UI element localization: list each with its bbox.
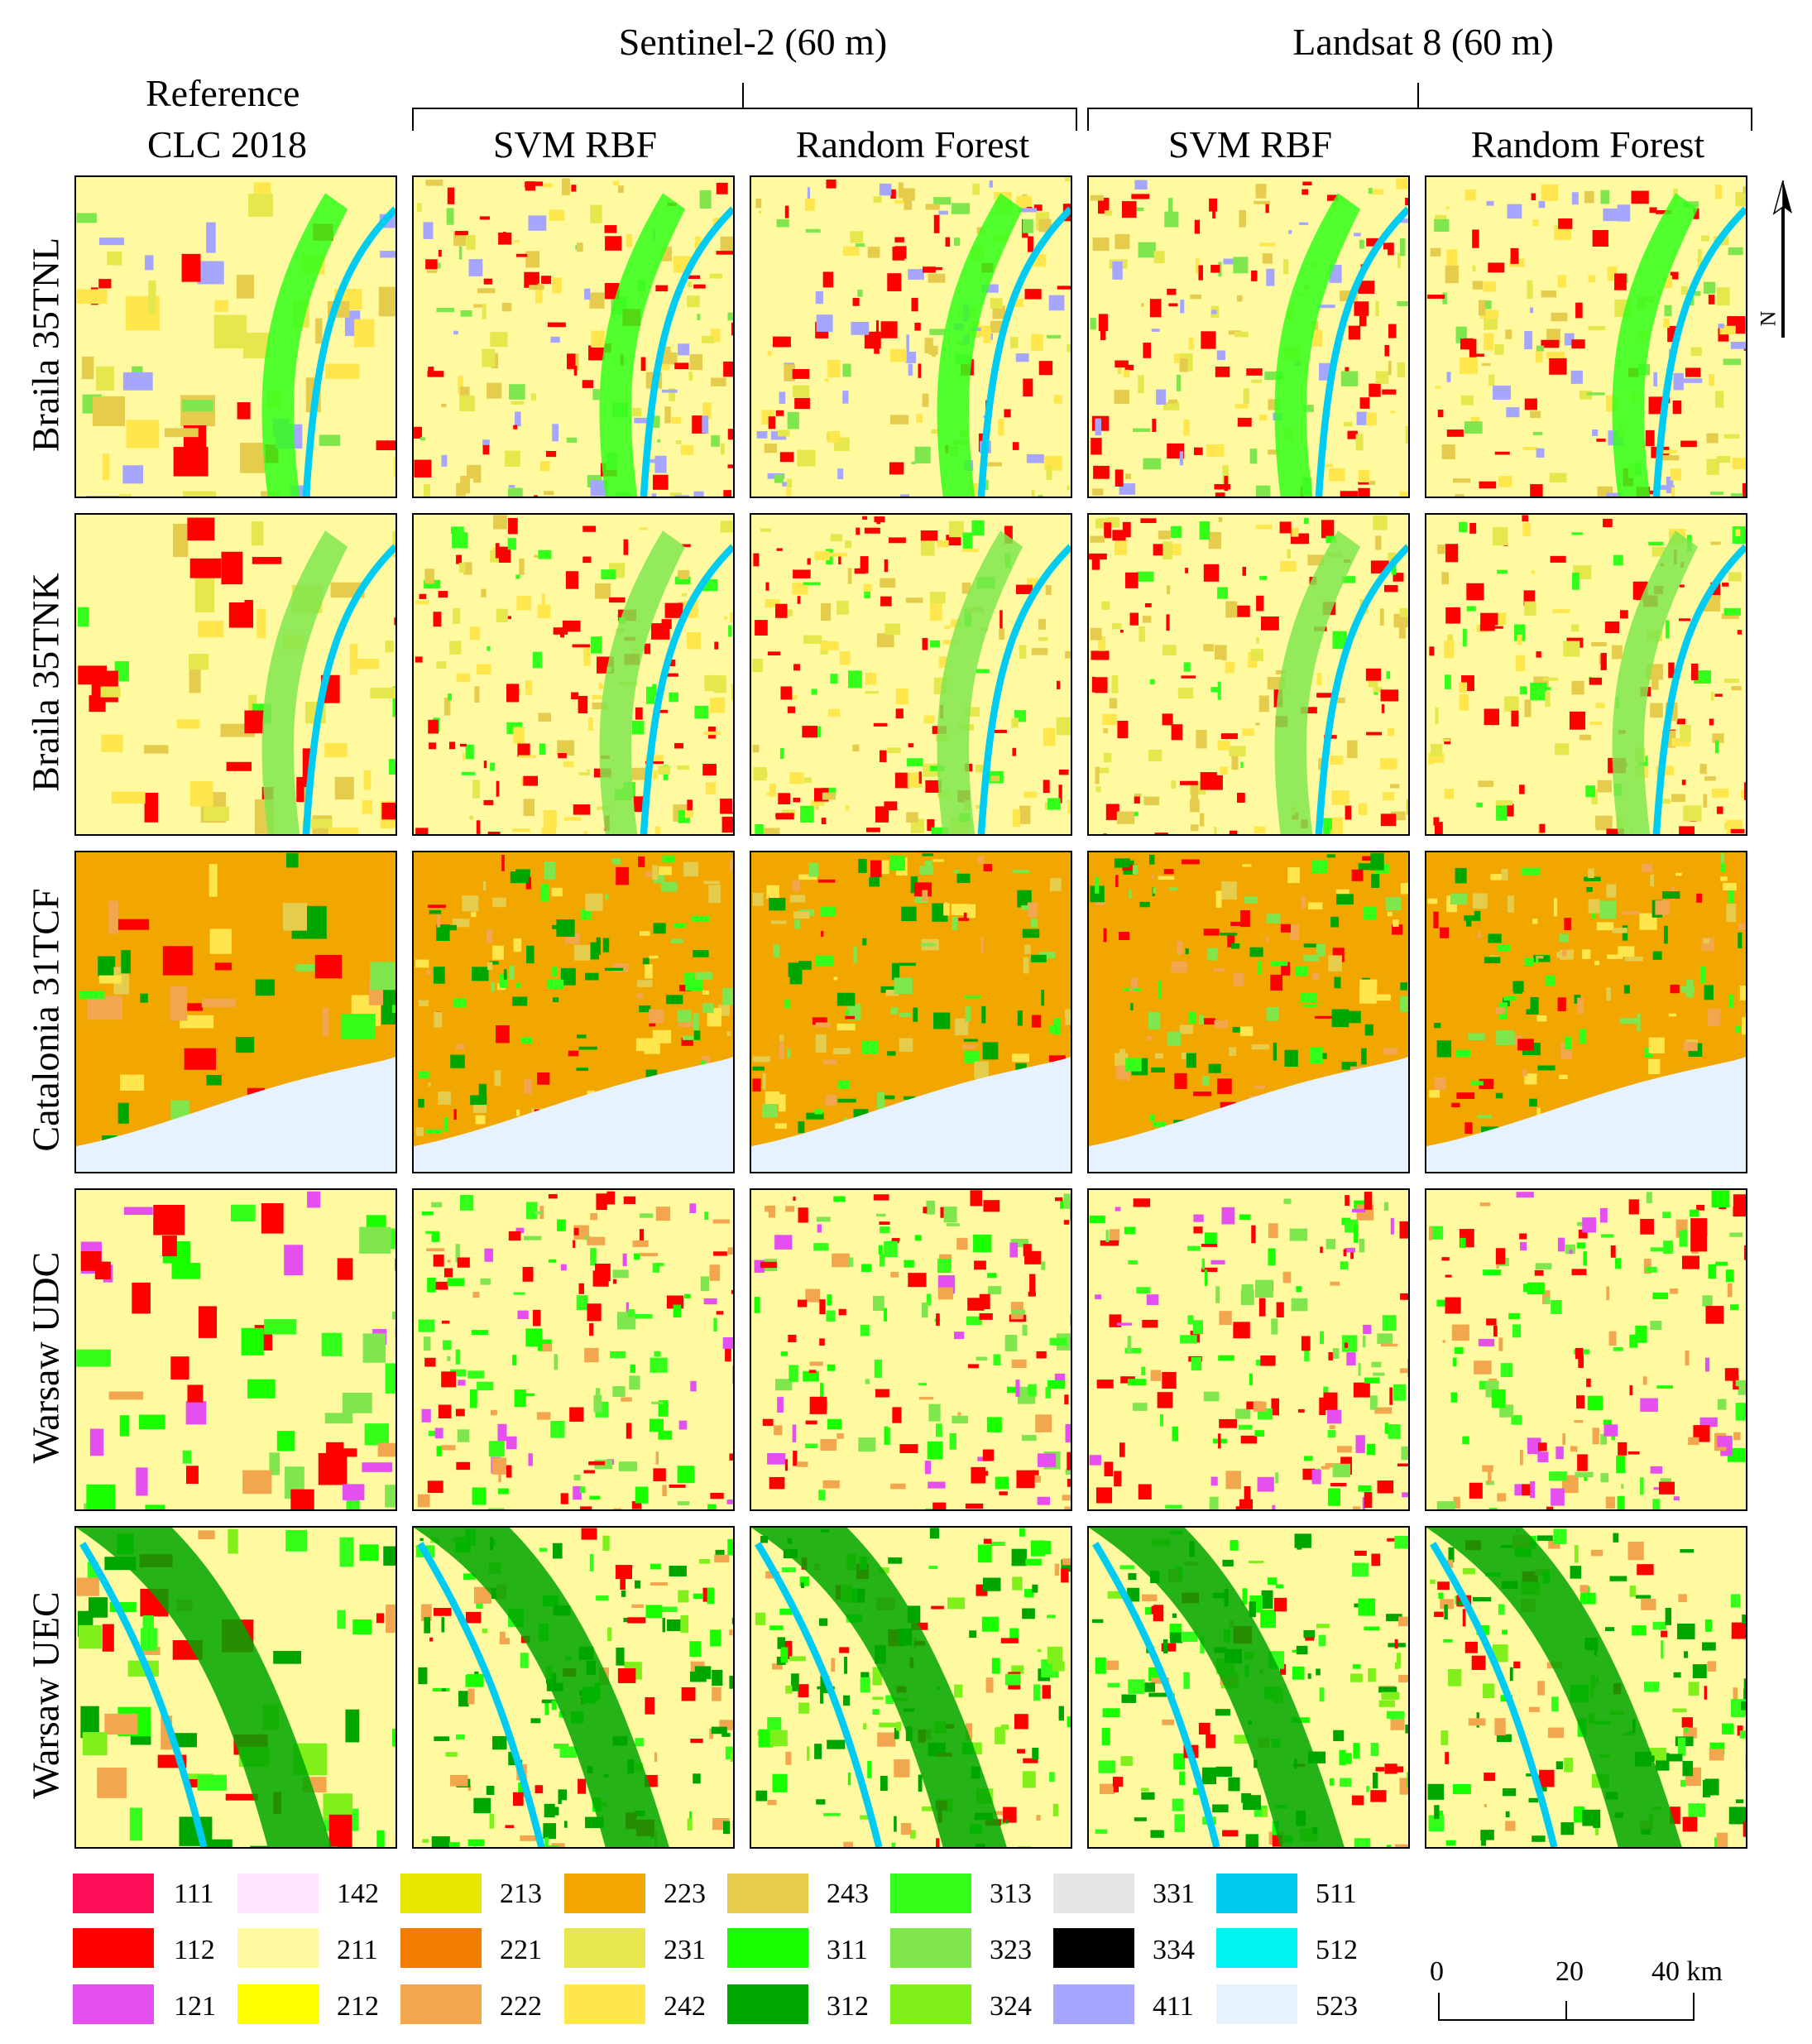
group-title-landsat: Landsat 8 (60 m) — [1292, 21, 1554, 63]
map-tile-warsaw-uec-reference — [74, 1526, 397, 1849]
legend-swatch-511 — [1216, 1874, 1297, 1913]
legend-code-223: 223 — [664, 1878, 706, 1909]
legend-code-323: 323 — [990, 1935, 1032, 1965]
map-tile-braila-35tnk-l8-svm — [1087, 513, 1410, 836]
legend-code-312: 312 — [827, 1991, 869, 2022]
legend-swatch-112 — [73, 1928, 154, 1968]
map-tile-braila-35tnk-s2-svm — [412, 513, 735, 836]
legend-code-512: 512 — [1316, 1935, 1358, 1965]
legend-swatch-223 — [564, 1874, 645, 1913]
scale-tick-label-40: 40 km — [1651, 1956, 1723, 1987]
col-title-l8-rf: Random Forest — [1470, 123, 1705, 166]
row-label-braila-35tnk: Braila 35TNK — [24, 573, 67, 792]
map-tile-warsaw-udc-reference — [74, 1188, 397, 1511]
map-tile-catalonia-31tcf-l8-rf — [1425, 851, 1747, 1173]
group-title-sentinel: Sentinel-2 (60 m) — [618, 21, 888, 63]
map-tile-braila-35tnl-s2-rf — [750, 175, 1072, 498]
legend-swatch-222 — [400, 1984, 482, 2024]
legend-swatch-242 — [564, 1984, 645, 2024]
legend-code-324: 324 — [990, 1991, 1032, 2022]
reference-header-line2: CLC 2018 — [147, 123, 307, 166]
north-label: N — [1756, 310, 1781, 327]
legend-code-331: 331 — [1153, 1878, 1195, 1909]
legend-swatch-312 — [727, 1984, 808, 2024]
map-tile-warsaw-uec-l8-rf — [1425, 1526, 1747, 1849]
legend-swatch-323 — [890, 1928, 971, 1968]
legend-code-142: 142 — [337, 1878, 379, 1909]
legend-code-111: 111 — [174, 1878, 214, 1909]
legend-swatch-411 — [1053, 1984, 1134, 2024]
legend-code-231: 231 — [664, 1935, 706, 1965]
legend-code-212: 212 — [337, 1991, 379, 2022]
row-label-braila-35tnl: Braila 35TNL — [24, 237, 67, 453]
map-tile-braila-35tnl-s2-svm — [412, 175, 735, 498]
north-arrow-icon — [1772, 180, 1792, 338]
legend-swatch-324 — [890, 1984, 971, 2024]
legend-code-112: 112 — [174, 1935, 215, 1965]
legend-code-222: 222 — [500, 1991, 542, 2022]
map-tile-braila-35tnl-reference — [74, 175, 397, 498]
bracket-sentinel — [412, 108, 1077, 131]
legend-swatch-142 — [237, 1874, 319, 1913]
legend-swatch-212 — [237, 1984, 319, 2024]
scale-bar-tick-20 — [1565, 2001, 1567, 2021]
legend-code-313: 313 — [990, 1878, 1032, 1909]
legend-code-243: 243 — [827, 1878, 869, 1909]
legend-swatch-523 — [1216, 1984, 1297, 2024]
map-tile-warsaw-udc-l8-rf — [1425, 1188, 1747, 1511]
row-label-warsaw-udc: Warsaw UDC — [24, 1251, 67, 1464]
legend-code-311: 311 — [827, 1935, 868, 1965]
map-tile-warsaw-uec-s2-rf — [750, 1526, 1072, 1849]
legend-swatch-121 — [73, 1984, 154, 2024]
legend-swatch-331 — [1053, 1874, 1134, 1913]
legend-code-411: 411 — [1153, 1991, 1194, 2022]
legend-code-211: 211 — [337, 1935, 378, 1965]
col-title-s2-rf: Random Forest — [795, 123, 1030, 166]
scale-tick-label-20: 20 — [1556, 1956, 1584, 1987]
bracket-stem-landsat — [1417, 83, 1419, 108]
row-label-catalonia-31tcf: Catalonia 31TCF — [24, 888, 67, 1152]
map-tile-braila-35tnl-l8-svm — [1087, 175, 1410, 498]
map-tile-warsaw-uec-s2-svm — [412, 1526, 735, 1849]
col-title-l8-svm: SVM RBF — [1167, 123, 1333, 166]
map-tile-braila-35tnl-l8-rf — [1425, 175, 1747, 498]
map-tile-catalonia-31tcf-l8-svm — [1087, 851, 1410, 1173]
scale-tick-label-0: 0 — [1430, 1956, 1444, 1987]
scale-bar-tick-40 — [1693, 1993, 1695, 2021]
legend-swatch-313 — [890, 1874, 971, 1913]
legend-swatch-512 — [1216, 1928, 1297, 1968]
legend-swatch-221 — [400, 1928, 482, 1968]
map-tile-warsaw-udc-l8-svm — [1087, 1188, 1410, 1511]
map-tile-braila-35tnk-reference — [74, 513, 397, 836]
legend-code-213: 213 — [500, 1878, 542, 1909]
legend-swatch-213 — [400, 1874, 482, 1913]
legend-code-334: 334 — [1153, 1935, 1195, 1965]
map-tile-warsaw-udc-s2-svm — [412, 1188, 735, 1511]
map-tile-braila-35tnk-s2-rf — [750, 513, 1072, 836]
legend-code-523: 523 — [1316, 1991, 1358, 2022]
bracket-landsat — [1087, 108, 1752, 131]
scale-bar-tick-0 — [1438, 1993, 1440, 2021]
legend-swatch-111 — [73, 1874, 154, 1913]
map-tile-warsaw-uec-l8-svm — [1087, 1526, 1410, 1849]
row-label-warsaw-uec: Warsaw UEC — [24, 1591, 67, 1799]
map-tile-catalonia-31tcf-reference — [74, 851, 397, 1173]
legend-swatch-243 — [727, 1874, 808, 1913]
map-tile-catalonia-31tcf-s2-svm — [412, 851, 735, 1173]
map-tile-catalonia-31tcf-s2-rf — [750, 851, 1072, 1173]
bracket-stem-sentinel — [742, 83, 744, 108]
legend-code-242: 242 — [664, 1991, 706, 2022]
legend-swatch-311 — [727, 1928, 808, 1968]
map-tile-braila-35tnk-l8-rf — [1425, 513, 1747, 836]
legend-swatch-334 — [1053, 1928, 1134, 1968]
legend-code-221: 221 — [500, 1935, 542, 1965]
col-title-s2-svm: SVM RBF — [492, 123, 658, 166]
legend-swatch-211 — [237, 1928, 319, 1968]
reference-header-line1: Reference — [146, 72, 300, 114]
legend-code-511: 511 — [1316, 1878, 1357, 1909]
legend-code-121: 121 — [174, 1991, 216, 2022]
legend-swatch-231 — [564, 1928, 645, 1968]
map-tile-warsaw-udc-s2-rf — [750, 1188, 1072, 1511]
